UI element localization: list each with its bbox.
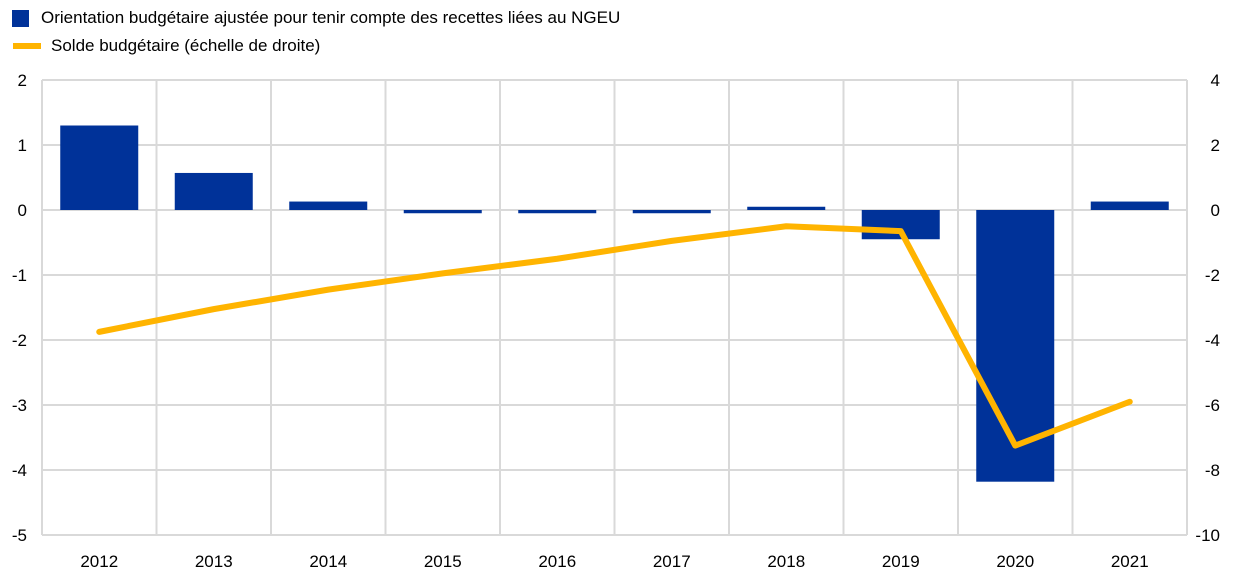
left-tick-label: -5 — [12, 526, 27, 545]
line-point-2019 — [900, 230, 902, 232]
left-tick-label: 1 — [18, 136, 27, 155]
left-tick-label: -4 — [12, 461, 27, 480]
bar-2016 — [518, 210, 597, 214]
x-tick-label: 2015 — [424, 552, 462, 571]
bar-2021 — [1090, 201, 1169, 210]
left-axis-ticks: 2 1 0 -1 -2 -3 -4 -5 — [12, 71, 27, 545]
x-tick-label: 2021 — [1111, 552, 1149, 571]
right-tick-label: 4 — [1211, 71, 1220, 90]
line-point-2021 — [1129, 401, 1131, 403]
left-tick-label: -3 — [12, 396, 27, 415]
legend-swatch-stance — [12, 9, 29, 27]
line-solde-budgetaire — [96, 223, 1133, 449]
line-point-2020 — [1014, 445, 1016, 447]
x-tick-label: 2018 — [767, 552, 805, 571]
legend: Orientation budgétaire ajustée pour teni… — [12, 4, 620, 60]
bar-2014 — [289, 201, 368, 210]
x-tick-label: 2019 — [882, 552, 920, 571]
x-tick-label: 2012 — [80, 552, 118, 571]
line-point-2015 — [442, 272, 444, 274]
line-point-2016 — [556, 258, 558, 260]
legend-item-stance: Orientation budgétaire ajustée pour teni… — [12, 4, 620, 32]
left-tick-label: 0 — [18, 201, 27, 220]
line-point-2013 — [213, 308, 215, 310]
line-point-2018 — [785, 225, 787, 227]
right-tick-label: 2 — [1211, 136, 1220, 155]
bar-2012 — [60, 125, 139, 210]
right-tick-label: -6 — [1205, 396, 1220, 415]
legend-swatch-balance — [13, 43, 41, 49]
line-series — [96, 223, 1133, 449]
legend-label-stance: Orientation budgétaire ajustée pour teni… — [41, 8, 621, 27]
right-tick-label: -10 — [1195, 526, 1220, 545]
left-tick-label: -1 — [12, 266, 27, 285]
right-tick-label: -4 — [1205, 331, 1220, 350]
line-point-2012 — [98, 331, 100, 333]
x-tick-label: 2013 — [195, 552, 233, 571]
left-tick-label: -2 — [12, 331, 27, 350]
bar-2015 — [403, 210, 482, 214]
x-tick-label: 2017 — [653, 552, 691, 571]
legend-item-balance: Solde budgétaire (échelle de droite) — [12, 32, 620, 60]
right-tick-label: -8 — [1205, 461, 1220, 480]
x-axis-ticks: 2012 2013 2014 2015 2016 2017 2018 2019 2020 2021 — [80, 552, 1148, 571]
x-tick-label: 2020 — [996, 552, 1034, 571]
bar-2017 — [632, 210, 711, 214]
legend-label-balance: Solde budgétaire (échelle de droite) — [51, 36, 321, 55]
line-point-2014 — [327, 289, 329, 291]
right-tick-label: 0 — [1211, 201, 1220, 220]
x-tick-label: 2014 — [309, 552, 347, 571]
bar-2013 — [174, 172, 253, 210]
x-tick-label: 2016 — [538, 552, 576, 571]
line-point-2017 — [671, 240, 673, 242]
right-axis-ticks: 4 2 0 -2 -4 -6 -8 -10 — [1195, 71, 1220, 545]
right-tick-label: -2 — [1205, 266, 1220, 285]
bar-2018 — [747, 206, 826, 210]
left-tick-label: 2 — [18, 71, 27, 90]
